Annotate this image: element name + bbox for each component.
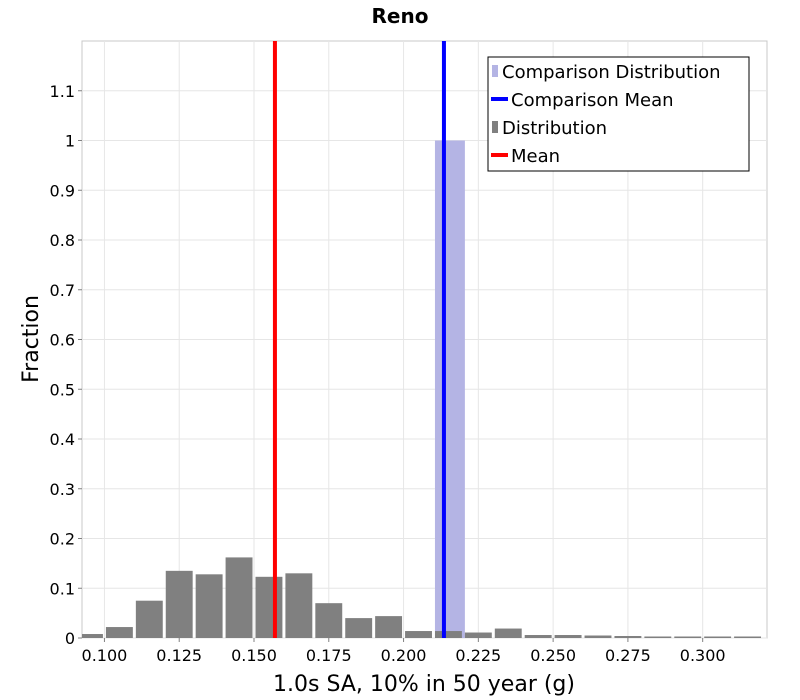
x-axis-title: 1.0s SA, 10% in 50 year (g) bbox=[273, 672, 575, 697]
legend: Comparison Distribution Comparison Mean … bbox=[487, 56, 750, 172]
x-axis-ticks: 0.100 0.125 0.150 0.175 0.200 0.225 0.250 0.275… bbox=[82, 638, 726, 665]
y-tick-label-10: 1 bbox=[65, 132, 75, 151]
distribution-bar-15 bbox=[524, 635, 552, 638]
distribution-bar-13 bbox=[464, 632, 492, 638]
distribution-bar-4 bbox=[195, 574, 223, 638]
y-tick-label-2: 0.2 bbox=[50, 530, 75, 549]
x-tick-label-6: 0.250 bbox=[530, 646, 576, 665]
distribution-bar-1 bbox=[105, 627, 133, 638]
y-tick-label-7: 0.7 bbox=[50, 281, 75, 300]
distribution-bar-0 bbox=[82, 634, 103, 638]
y-tick-label-3: 0.3 bbox=[50, 480, 75, 499]
y-tick-label-5: 0.5 bbox=[50, 380, 75, 399]
distribution-bar-3 bbox=[165, 570, 193, 638]
y-axis-ticks: 0 0.1 0.2 0.3 0.4 0.5 0.6 0.7 0.8 0.9 1 1.1 bbox=[50, 82, 82, 648]
distribution-bar-7 bbox=[285, 573, 313, 638]
distribution-bar-17 bbox=[584, 635, 612, 638]
legend-swatch-comparison-distribution bbox=[492, 65, 498, 77]
legend-box bbox=[487, 56, 750, 172]
distribution-bar-6 bbox=[255, 576, 283, 638]
x-tick-label-1: 0.125 bbox=[156, 646, 202, 665]
legend-label-mean: Mean bbox=[511, 146, 560, 167]
comparison-distribution-bar-0 bbox=[434, 140, 465, 638]
distribution-bar-9 bbox=[345, 618, 373, 638]
y-tick-label-11: 1.1 bbox=[50, 82, 75, 101]
distribution-bar-21 bbox=[704, 636, 732, 638]
legend-label-comparison-distribution: Comparison Distribution bbox=[502, 62, 721, 83]
distribution-bar-11 bbox=[405, 631, 432, 638]
distribution-bar-20 bbox=[674, 636, 702, 638]
legend-swatch-distribution bbox=[492, 121, 498, 133]
chart-title: Reno bbox=[372, 4, 429, 28]
distribution-bar-22 bbox=[734, 636, 762, 638]
x-tick-label-0: 0.100 bbox=[82, 646, 128, 665]
distribution-bar-19 bbox=[644, 636, 672, 638]
y-tick-label-9: 0.9 bbox=[50, 181, 75, 200]
y-tick-label-4: 0.4 bbox=[50, 430, 75, 449]
comparison-distribution-bars bbox=[434, 140, 465, 638]
distribution-bar-8 bbox=[315, 603, 343, 638]
distribution-bar-2 bbox=[135, 600, 163, 638]
x-tick-label-7: 0.275 bbox=[605, 646, 651, 665]
mean-lines bbox=[272, 41, 446, 638]
y-tick-label-0: 0 bbox=[65, 629, 75, 648]
y-axis-title: Fraction bbox=[19, 295, 44, 383]
y-tick-label-6: 0.6 bbox=[50, 331, 75, 350]
x-tick-label-2: 0.150 bbox=[231, 646, 277, 665]
distribution-bar-10 bbox=[375, 616, 403, 638]
distribution-bar-14 bbox=[494, 628, 522, 638]
distribution-bar-5 bbox=[225, 557, 253, 638]
x-tick-label-5: 0.225 bbox=[455, 646, 501, 665]
legend-label-distribution: Distribution bbox=[502, 118, 607, 139]
distribution-bar-18 bbox=[614, 636, 642, 638]
distribution-bar-16 bbox=[554, 635, 582, 638]
y-tick-label-1: 0.1 bbox=[50, 579, 75, 598]
x-tick-label-8: 0.300 bbox=[680, 646, 726, 665]
distribution-bar-12 bbox=[434, 631, 462, 638]
x-tick-label-4: 0.200 bbox=[381, 646, 427, 665]
distribution-bars bbox=[82, 557, 762, 638]
y-tick-label-8: 0.8 bbox=[50, 231, 75, 250]
x-tick-label-3: 0.175 bbox=[306, 646, 352, 665]
legend-label-comparison-mean: Comparison Mean bbox=[511, 90, 674, 111]
